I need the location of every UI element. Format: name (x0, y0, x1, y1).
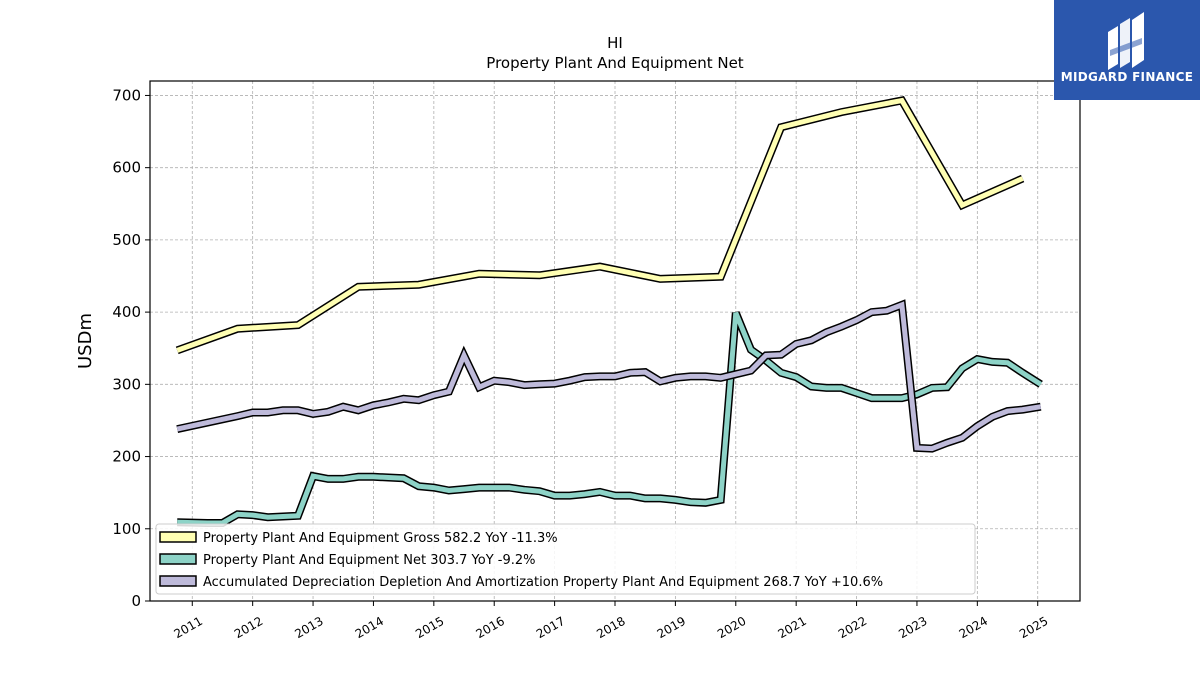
legend-label: Accumulated Depreciation Depletion And A… (203, 575, 883, 590)
series-0 (175, 96, 1025, 355)
series-line (177, 311, 1043, 526)
legend-item: Accumulated Depreciation Depletion And A… (159, 575, 883, 590)
series-line (176, 97, 1024, 353)
chart-subtitle: Property Plant And Equipment Net (486, 54, 743, 72)
x-tick-label: 2023 (896, 614, 929, 641)
legend-box (155, 523, 976, 595)
x-tick-label: 2012 (232, 614, 265, 641)
series-line-outline (175, 96, 1025, 355)
x-tick-label: 2022 (836, 614, 869, 641)
x-tick-label: 2021 (775, 614, 808, 641)
x-tick-label: 2011 (172, 614, 205, 641)
y-tick-label: 700 (112, 86, 141, 104)
series-lines (175, 96, 1043, 527)
x-tick-label: 2016 (473, 614, 506, 641)
x-tick-label: 2025 (1017, 614, 1050, 641)
logo-text: MIDGARD FINANCE (1061, 70, 1193, 84)
legend-swatch (159, 553, 197, 565)
y-tick-label: 400 (112, 303, 141, 321)
legend-label: Property Plant And Equipment Gross 582.2… (203, 531, 558, 546)
grid (150, 81, 1080, 602)
plot-frame (149, 80, 1081, 602)
x-tick-label: 2018 (594, 614, 627, 641)
midgard-logo-icon (1108, 12, 1144, 70)
y-tick-label: 600 (112, 159, 141, 177)
x-tick-label: 2013 (292, 614, 325, 641)
series-line (176, 301, 1042, 452)
legend-swatch (159, 531, 197, 543)
series-2 (176, 299, 1042, 453)
legend-item: Property Plant And Equipment Net 303.7 Y… (159, 553, 536, 568)
chart-title: HI (607, 34, 623, 52)
legend-swatch (159, 575, 197, 587)
brand-logo: MIDGARD FINANCE (1054, 0, 1200, 100)
x-tick-label: 2014 (353, 614, 386, 641)
x-tick-label: 2017 (534, 614, 567, 641)
y-tick-label: 200 (112, 448, 141, 466)
legend-item: Property Plant And Equipment Gross 582.2… (159, 531, 558, 546)
series-1 (177, 311, 1043, 527)
y-tick-label: 100 (112, 520, 141, 538)
x-tick-label: 2019 (655, 614, 688, 641)
y-tick-label: 300 (112, 375, 141, 393)
legend-label: Property Plant And Equipment Net 303.7 Y… (203, 553, 536, 568)
x-tick-label: 2015 (413, 614, 446, 641)
x-tick-label: 2024 (957, 614, 990, 641)
x-tick-label: 2020 (715, 614, 748, 641)
y-tick-label: 500 (112, 231, 141, 249)
y-tick-label: 0 (131, 592, 141, 610)
legend: Property Plant And Equipment Gross 582.2… (155, 523, 976, 595)
y-axis-label: USDm (75, 313, 96, 369)
